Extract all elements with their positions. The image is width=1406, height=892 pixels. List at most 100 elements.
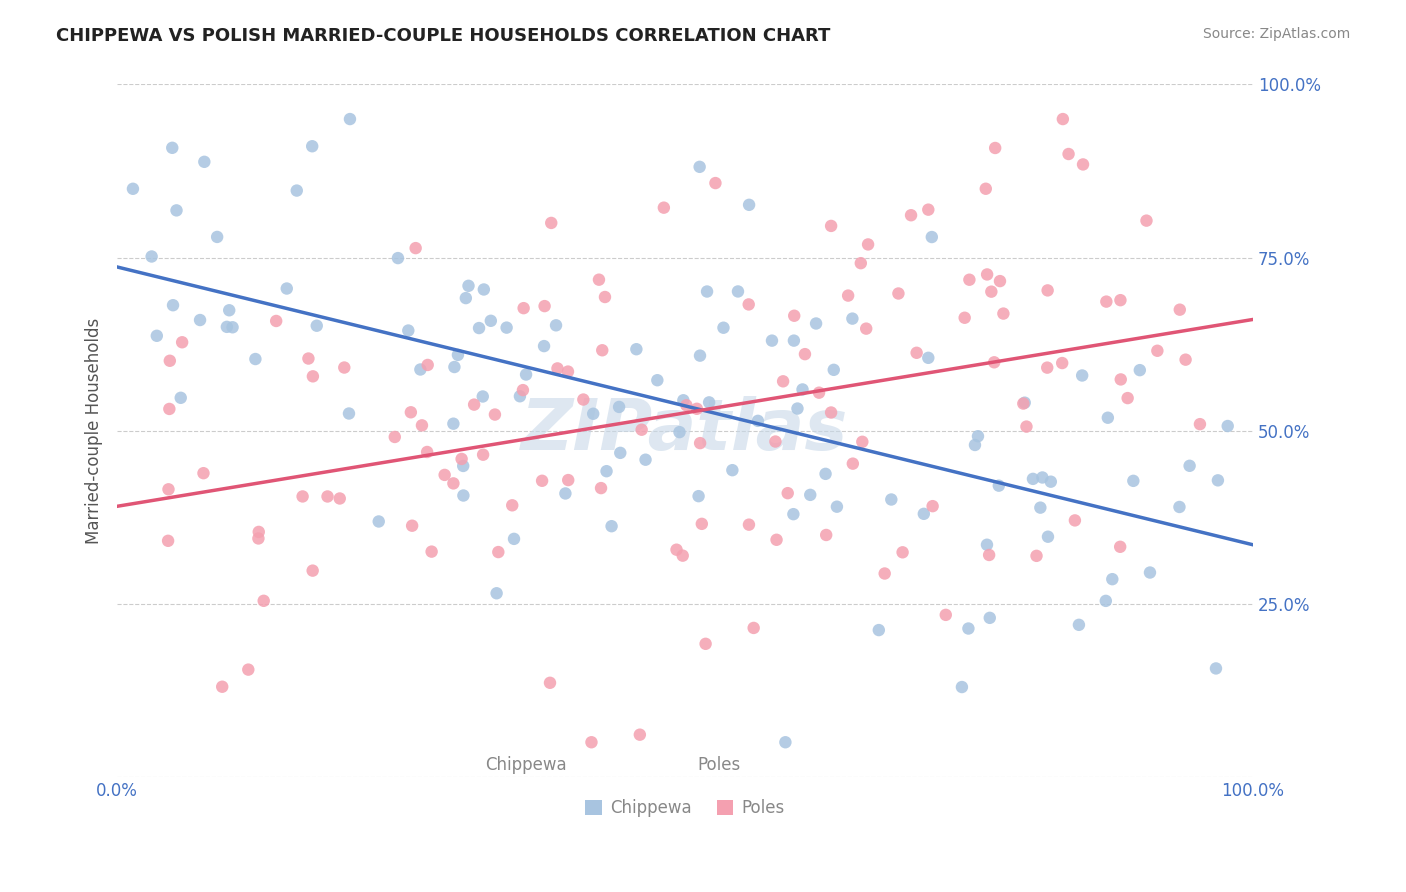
Text: Poles: Poles <box>697 756 741 774</box>
Point <box>917 202 939 217</box>
Point <box>443 359 465 374</box>
Point <box>337 407 360 421</box>
Point <box>1012 396 1035 410</box>
Point <box>472 283 495 297</box>
Point <box>868 623 890 637</box>
Point <box>607 400 630 414</box>
Text: Chippewa: Chippewa <box>485 756 567 774</box>
Point <box>1031 470 1053 484</box>
Point <box>157 401 180 416</box>
Point <box>253 594 276 608</box>
Point <box>333 360 356 375</box>
Point <box>841 311 863 326</box>
Point <box>1014 395 1036 409</box>
Point <box>433 467 456 482</box>
Point <box>572 392 595 407</box>
Point <box>554 486 576 500</box>
Point <box>441 476 464 491</box>
Point <box>463 398 485 412</box>
Point <box>647 373 669 387</box>
Point <box>172 335 194 350</box>
Point <box>162 141 184 155</box>
Point <box>509 389 531 403</box>
Point <box>157 483 180 497</box>
Point <box>457 278 479 293</box>
Point <box>686 401 709 416</box>
Point <box>595 464 617 478</box>
Point <box>544 318 567 333</box>
Point <box>396 324 419 338</box>
Point <box>851 434 873 449</box>
Point <box>983 355 1005 369</box>
Point <box>170 391 193 405</box>
Point <box>1067 617 1090 632</box>
Point <box>987 478 1010 492</box>
Point <box>837 288 859 302</box>
Point <box>689 436 711 450</box>
Point <box>747 414 769 428</box>
Point <box>538 675 561 690</box>
Point <box>1064 513 1087 527</box>
Point <box>166 203 188 218</box>
Point <box>339 112 361 126</box>
Text: CHIPPEWA VS POLISH MARRIED-COUPLE HOUSEHOLDS CORRELATION CHART: CHIPPEWA VS POLISH MARRIED-COUPLE HOUSEH… <box>56 27 831 45</box>
Point <box>688 489 710 503</box>
Point <box>588 273 610 287</box>
Point <box>783 334 806 348</box>
Point <box>765 533 787 547</box>
Point <box>900 208 922 222</box>
Point <box>1109 540 1132 554</box>
Point <box>652 201 675 215</box>
Point <box>557 365 579 379</box>
Point <box>1022 472 1045 486</box>
Point <box>162 298 184 312</box>
Point <box>957 622 980 636</box>
Point <box>628 728 651 742</box>
Point <box>593 290 616 304</box>
Point <box>495 320 517 334</box>
Point <box>1071 368 1094 383</box>
Point <box>1057 147 1080 161</box>
Point <box>804 317 827 331</box>
Point <box>984 141 1007 155</box>
Point <box>887 286 910 301</box>
Point <box>1050 356 1073 370</box>
Point <box>301 139 323 153</box>
Point <box>820 219 842 233</box>
Point <box>589 481 612 495</box>
Point <box>582 407 605 421</box>
Point <box>484 408 506 422</box>
Point <box>1052 112 1074 126</box>
Text: ZIPatlas: ZIPatlas <box>522 396 849 465</box>
Point <box>531 474 554 488</box>
Point <box>1129 363 1152 377</box>
Point <box>305 318 328 333</box>
Point <box>609 446 631 460</box>
Point <box>776 486 799 500</box>
Point <box>697 395 720 409</box>
Text: Source: ZipAtlas.com: Source: ZipAtlas.com <box>1202 27 1350 41</box>
Point <box>957 273 980 287</box>
Point <box>1206 473 1229 487</box>
Point <box>786 401 808 416</box>
Point <box>416 445 439 459</box>
Point <box>1122 474 1144 488</box>
Point <box>1095 294 1118 309</box>
Point <box>891 545 914 559</box>
Legend: Chippewa, Poles: Chippewa, Poles <box>578 793 792 824</box>
Point <box>849 256 872 270</box>
Point <box>247 524 270 539</box>
Point <box>988 274 1011 288</box>
Point <box>302 369 325 384</box>
Point <box>696 285 718 299</box>
Point <box>409 362 432 376</box>
Point <box>600 519 623 533</box>
Point <box>823 363 845 377</box>
Point <box>533 299 555 313</box>
Point <box>247 532 270 546</box>
Point <box>1116 391 1139 405</box>
Point <box>146 328 169 343</box>
Point <box>472 448 495 462</box>
Point <box>238 663 260 677</box>
Point <box>1178 458 1201 473</box>
